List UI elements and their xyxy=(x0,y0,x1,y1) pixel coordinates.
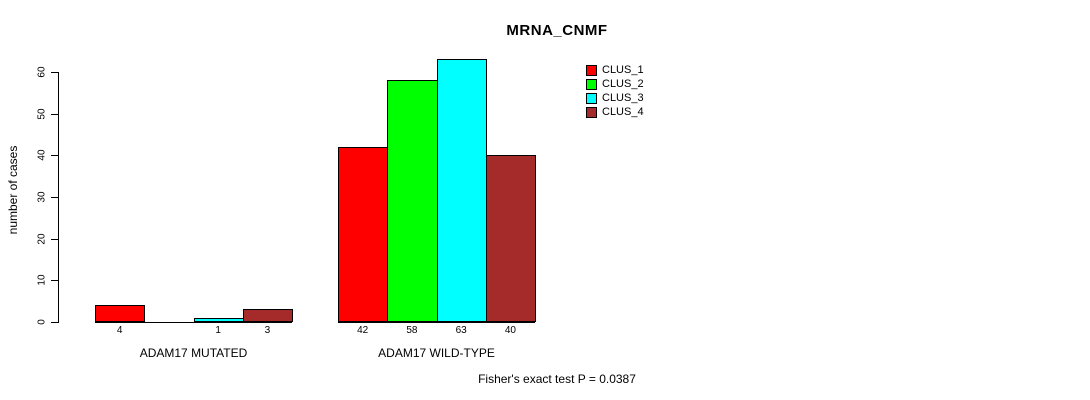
legend-item: CLUS_2 xyxy=(586,77,644,91)
legend-swatch xyxy=(586,78,597,90)
bar xyxy=(338,147,388,322)
legend-item: CLUS_1 xyxy=(586,63,644,77)
bar-value-label: 42 xyxy=(357,325,369,336)
legend-swatch xyxy=(586,92,597,104)
legend-item-label: CLUS_2 xyxy=(602,78,644,90)
bar-value-label: 3 xyxy=(264,325,271,336)
y-axis-tick xyxy=(51,280,58,281)
y-axis-tick xyxy=(51,155,58,156)
y-axis-tick-label: 50 xyxy=(36,108,48,120)
legend-item-label: CLUS_3 xyxy=(602,92,644,104)
x-axis-category-label: ADAM17 WILD-TYPE xyxy=(378,346,495,360)
chart-title: MRNA_CNMF xyxy=(506,22,608,39)
legend-swatch xyxy=(586,106,597,118)
legend-swatch xyxy=(586,64,597,76)
y-axis-tick xyxy=(51,239,58,240)
bar xyxy=(486,155,536,322)
y-axis-tick xyxy=(51,72,58,73)
x-axis-baseline xyxy=(338,322,535,323)
legend-item-label: CLUS_4 xyxy=(602,106,644,118)
y-axis-line xyxy=(58,72,59,323)
legend: CLUS_1 CLUS_2 CLUS_3 CLUS_4 xyxy=(586,63,644,119)
bar-value-label: 40 xyxy=(504,325,516,336)
legend-item-label: CLUS_1 xyxy=(602,64,644,76)
bar xyxy=(437,59,487,322)
y-axis-tick-label: 0 xyxy=(36,319,48,325)
bar-value-label: 4 xyxy=(116,325,123,336)
y-axis-tick-label: 60 xyxy=(36,66,48,78)
y-axis-tick xyxy=(51,322,58,323)
y-axis-tick-label: 10 xyxy=(36,274,48,286)
y-axis-tick xyxy=(51,197,58,198)
bar xyxy=(387,80,438,322)
bar xyxy=(194,318,244,322)
annotation-text: Fisher's exact test P = 0.0387 xyxy=(478,372,636,386)
bar-value-label: 1 xyxy=(215,325,221,336)
y-axis-tick-label: 30 xyxy=(36,191,48,203)
bar xyxy=(95,305,145,322)
x-axis-category-label: ADAM17 MUTATED xyxy=(139,346,248,360)
y-axis-title: number of cases xyxy=(6,145,20,235)
y-axis-tick-label: 20 xyxy=(36,233,48,245)
bar xyxy=(243,309,293,322)
legend-item: CLUS_3 xyxy=(586,91,644,105)
y-axis-tick-label: 40 xyxy=(36,149,48,161)
legend-item: CLUS_4 xyxy=(586,105,644,119)
bar-value-label: 58 xyxy=(406,325,418,336)
y-axis-tick xyxy=(51,114,58,115)
x-axis-baseline xyxy=(95,322,292,323)
bar-value-label: 63 xyxy=(455,325,467,336)
